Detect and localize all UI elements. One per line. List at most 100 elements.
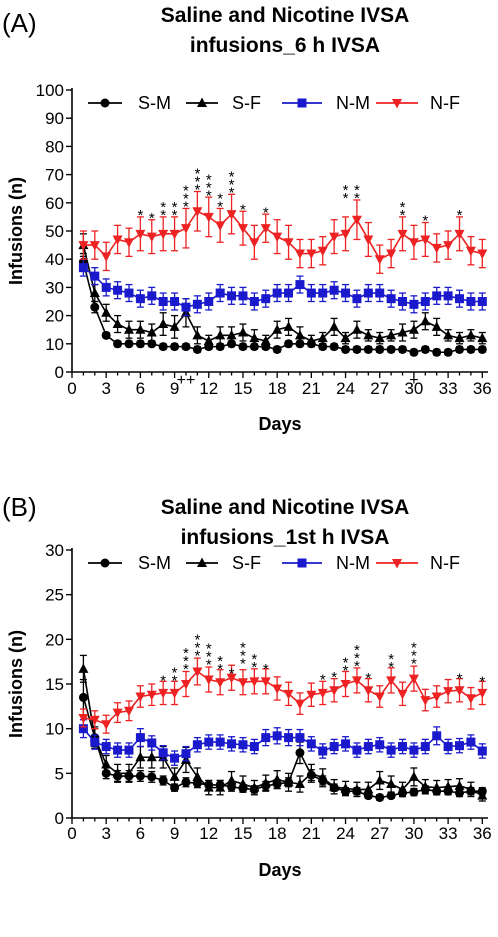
data-point bbox=[443, 347, 453, 357]
data-point bbox=[192, 299, 202, 309]
panel-a-figure: (A) Saline and Nicotine IVSA infusions_6 h… bbox=[0, 0, 498, 466]
data-point bbox=[147, 738, 157, 748]
data-point bbox=[340, 680, 351, 690]
data-point bbox=[238, 342, 248, 352]
data-point bbox=[227, 739, 237, 749]
x-tick-label: 30 bbox=[404, 379, 423, 398]
data-point bbox=[146, 327, 157, 337]
legend-marker bbox=[392, 559, 402, 569]
legend-entry-n-m: N-M bbox=[282, 93, 370, 113]
y-axis-label: Infusions (n) bbox=[6, 630, 26, 738]
significance-star: * bbox=[263, 661, 269, 678]
data-point bbox=[363, 235, 374, 245]
data-point bbox=[443, 687, 454, 697]
data-point bbox=[306, 739, 316, 749]
data-point bbox=[249, 782, 260, 792]
data-point bbox=[341, 739, 351, 749]
data-point bbox=[135, 229, 146, 240]
data-point bbox=[215, 737, 225, 747]
annotation-text: * bbox=[183, 653, 189, 670]
annotation-text: * bbox=[354, 190, 360, 207]
data-point bbox=[374, 692, 385, 703]
x-tick-label: 6 bbox=[136, 379, 145, 398]
annotation-text: * bbox=[194, 640, 200, 657]
data-point bbox=[261, 294, 271, 304]
annotation-text: * bbox=[457, 207, 463, 224]
data-point bbox=[455, 344, 465, 354]
data-point bbox=[170, 297, 180, 306]
annotation-text: * bbox=[479, 673, 485, 690]
x-axis-label: Days bbox=[258, 414, 301, 434]
chart-title-line: Saline and Nicotine IVSA bbox=[161, 4, 410, 27]
data-point bbox=[351, 783, 362, 794]
data-point bbox=[90, 737, 100, 747]
series-s-f bbox=[78, 233, 488, 348]
data-point bbox=[295, 280, 305, 290]
y-tick-label: 90 bbox=[45, 109, 64, 128]
significance-star: *** bbox=[206, 171, 212, 204]
data-point bbox=[283, 321, 294, 331]
series-n-f bbox=[78, 190, 488, 274]
data-point bbox=[204, 297, 214, 306]
significance-star: *** bbox=[240, 640, 246, 673]
data-point bbox=[477, 344, 487, 354]
data-point bbox=[272, 232, 283, 243]
data-point bbox=[352, 344, 362, 354]
data-point bbox=[112, 708, 123, 719]
significance-star: * bbox=[422, 213, 428, 230]
y-tick-label: 10 bbox=[45, 720, 64, 739]
data-point bbox=[158, 342, 168, 352]
legend-marker bbox=[392, 99, 402, 109]
significance-star: * bbox=[331, 669, 337, 686]
annotation-text: * bbox=[160, 199, 166, 216]
annotation-text: * bbox=[320, 672, 326, 689]
annotation-text: * bbox=[206, 171, 212, 188]
y-tick-label: 40 bbox=[45, 250, 64, 269]
x-tick-label: 9 bbox=[170, 824, 179, 843]
data-point bbox=[431, 692, 442, 703]
data-point bbox=[135, 771, 145, 781]
data-point bbox=[113, 745, 123, 755]
data-point bbox=[397, 689, 408, 700]
data-point bbox=[431, 321, 442, 331]
data-point bbox=[409, 787, 419, 797]
data-point bbox=[101, 282, 111, 292]
data-point bbox=[215, 329, 226, 340]
data-point bbox=[420, 742, 430, 752]
data-point bbox=[113, 339, 123, 349]
data-point bbox=[113, 285, 123, 295]
data-point bbox=[375, 288, 385, 298]
data-point bbox=[408, 324, 419, 334]
data-point bbox=[443, 781, 454, 791]
annotation-text: * bbox=[388, 651, 394, 668]
annotation-text: * bbox=[217, 191, 223, 208]
panel-b-figure: (B) Saline and Nicotine IVSA infusions_1st… bbox=[0, 466, 498, 932]
data-point bbox=[226, 210, 237, 220]
significance-star: ** bbox=[172, 199, 178, 224]
data-point bbox=[454, 332, 465, 343]
legend-label: S-F bbox=[232, 553, 261, 573]
y-tick-label: 20 bbox=[45, 307, 64, 326]
annotation-text: * bbox=[172, 207, 178, 224]
series-n-f bbox=[78, 657, 488, 734]
x-tick-label: 21 bbox=[302, 379, 321, 398]
data-point bbox=[329, 781, 340, 791]
annotation-text: * bbox=[229, 665, 235, 682]
data-point bbox=[477, 297, 487, 306]
data-point bbox=[203, 782, 214, 792]
annotation-text: * bbox=[194, 648, 200, 665]
data-point bbox=[329, 321, 340, 331]
significance-star: * bbox=[479, 673, 485, 690]
data-point bbox=[363, 783, 374, 794]
significance-star: * bbox=[229, 665, 235, 682]
data-point bbox=[260, 335, 271, 345]
data-point bbox=[215, 221, 226, 231]
data-point bbox=[363, 344, 373, 354]
x-tick-label: 36 bbox=[473, 379, 492, 398]
data-point bbox=[374, 332, 385, 343]
data-point bbox=[203, 335, 214, 345]
legend-marker bbox=[197, 557, 207, 567]
data-point bbox=[284, 339, 294, 349]
data-point bbox=[124, 288, 134, 298]
legend-entry-s-m: S-M bbox=[88, 553, 171, 573]
